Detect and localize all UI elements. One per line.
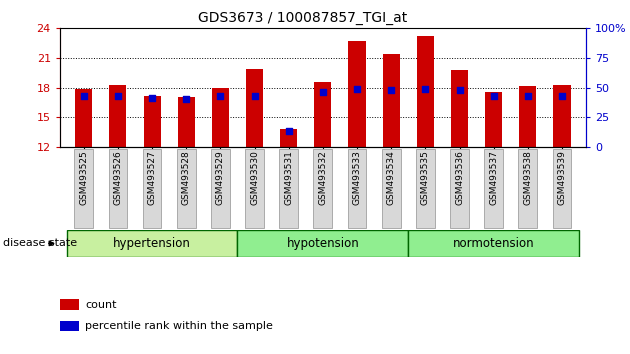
Text: GSM493526: GSM493526	[113, 150, 122, 205]
Point	[318, 90, 328, 95]
Bar	[382, 54, 399, 147]
Bar	[178, 97, 195, 147]
Text: hypertension: hypertension	[113, 237, 191, 250]
Bar	[519, 86, 536, 147]
Text: GSM493525: GSM493525	[79, 150, 88, 205]
FancyBboxPatch shape	[177, 149, 196, 228]
FancyBboxPatch shape	[314, 149, 332, 228]
Point	[420, 86, 430, 92]
Text: GSM493538: GSM493538	[524, 150, 532, 205]
Point	[79, 93, 89, 99]
Bar	[417, 36, 434, 147]
Bar	[314, 82, 331, 147]
Point	[489, 93, 499, 99]
FancyBboxPatch shape	[67, 230, 238, 257]
FancyBboxPatch shape	[211, 149, 230, 228]
Point	[352, 86, 362, 92]
FancyBboxPatch shape	[108, 149, 127, 228]
Point	[113, 93, 123, 99]
FancyBboxPatch shape	[450, 149, 469, 228]
Bar	[485, 92, 502, 147]
Text: GSM493529: GSM493529	[216, 150, 225, 205]
Point	[215, 93, 226, 99]
Bar	[75, 88, 93, 147]
Text: GSM493527: GSM493527	[147, 150, 157, 205]
FancyBboxPatch shape	[74, 149, 93, 228]
FancyBboxPatch shape	[348, 149, 367, 228]
Text: disease state: disease state	[3, 238, 77, 249]
Text: normotension: normotension	[453, 237, 534, 250]
Point	[284, 129, 294, 134]
FancyBboxPatch shape	[382, 149, 401, 228]
Text: GSM493539: GSM493539	[558, 150, 566, 205]
Text: percentile rank within the sample: percentile rank within the sample	[85, 321, 273, 331]
Bar	[60, 321, 79, 331]
FancyBboxPatch shape	[408, 230, 579, 257]
Point	[454, 87, 464, 93]
FancyBboxPatch shape	[245, 149, 264, 228]
Bar	[110, 85, 127, 147]
Text: GSM493535: GSM493535	[421, 150, 430, 205]
Text: count: count	[85, 299, 117, 310]
Bar	[60, 299, 79, 310]
Bar	[280, 129, 297, 147]
Text: GSM493528: GSM493528	[181, 150, 191, 205]
Text: GSM493537: GSM493537	[489, 150, 498, 205]
Bar	[144, 96, 161, 147]
FancyBboxPatch shape	[238, 230, 408, 257]
Bar	[246, 69, 263, 147]
FancyBboxPatch shape	[279, 149, 298, 228]
Text: GDS3673 / 100087857_TGI_at: GDS3673 / 100087857_TGI_at	[198, 11, 407, 25]
Text: GSM493530: GSM493530	[250, 150, 259, 205]
Bar	[451, 70, 468, 147]
FancyBboxPatch shape	[142, 149, 161, 228]
Text: GSM493534: GSM493534	[387, 150, 396, 205]
Text: hypotension: hypotension	[287, 237, 359, 250]
FancyBboxPatch shape	[553, 149, 571, 228]
Text: GSM493533: GSM493533	[353, 150, 362, 205]
Point	[249, 93, 260, 99]
Bar	[348, 41, 365, 147]
Point	[523, 93, 533, 99]
FancyBboxPatch shape	[416, 149, 435, 228]
Bar	[553, 85, 571, 147]
FancyBboxPatch shape	[518, 149, 537, 228]
Text: GSM493531: GSM493531	[284, 150, 293, 205]
Bar	[212, 88, 229, 147]
Text: GSM493532: GSM493532	[318, 150, 328, 205]
Text: GSM493536: GSM493536	[455, 150, 464, 205]
Point	[386, 87, 396, 93]
Point	[557, 93, 567, 99]
FancyBboxPatch shape	[484, 149, 503, 228]
Point	[181, 97, 192, 102]
Point	[147, 96, 157, 101]
